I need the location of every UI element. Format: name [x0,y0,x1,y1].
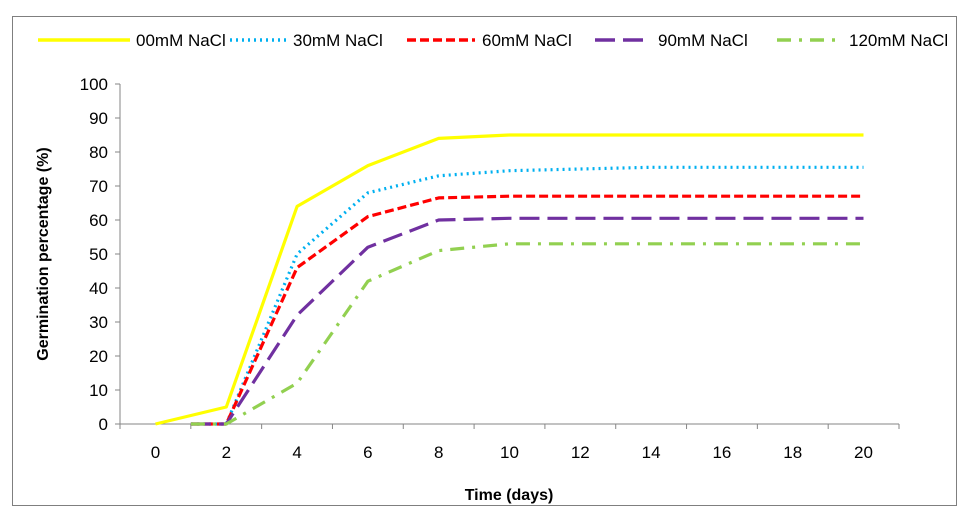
x-tick-label: 0 [151,443,160,462]
y-tick-label: 90 [89,109,108,128]
legend-label-60mm-nacl: 60mM NaCl [482,31,572,50]
x-tick-label: 20 [854,443,873,462]
x-tick-label: 8 [434,443,443,462]
legend-label-120mm-nacl: 120mM NaCl [849,31,948,50]
y-axis-title: Germination percentage (%) [35,147,52,360]
y-tick-label: 70 [89,177,108,196]
x-tick-label: 2 [222,443,231,462]
x-tick-label: 6 [363,443,372,462]
y-tick-label: 0 [99,415,108,434]
y-tick-label: 100 [80,75,108,94]
x-tick-label: 16 [712,443,731,462]
y-tick-label: 30 [89,313,108,332]
y-tick-label: 50 [89,245,108,264]
x-tick-label: 4 [292,443,301,462]
legend-label-30mm-nacl: 30mM NaCl [293,31,383,50]
series-line-60mm-nacl [190,194,864,426]
chart-frame [12,16,957,506]
x-axis-title: Time (days) [465,487,554,504]
legend: 00mM NaCl 30mM NaCl 60mM NaCl 90mM NaCl 120m… [38,31,948,50]
axes: 0 10 20 30 40 50 60 70 80 90 100 0 2 4 6 8 10 12 14 16 18 20 [80,75,900,462]
x-tick-label: 18 [783,443,802,462]
y-tick-label: 60 [89,211,108,230]
series-line-00mm-nacl [155,133,864,426]
legend-label-00mm-nacl: 00mM NaCl [136,31,226,50]
y-tick-label: 40 [89,279,108,298]
series-line-90mm-nacl [190,216,864,426]
plot-area [155,133,864,426]
x-tick-label: 14 [642,443,661,462]
y-tick-label: 80 [89,143,108,162]
x-tick-label: 10 [500,443,519,462]
x-tick-label: 12 [571,443,590,462]
y-tick-label: 10 [89,381,108,400]
series-line-120mm-nacl [190,242,864,426]
legend-label-90mm-nacl: 90mM NaCl [658,31,748,50]
y-tick-label: 20 [89,347,108,366]
